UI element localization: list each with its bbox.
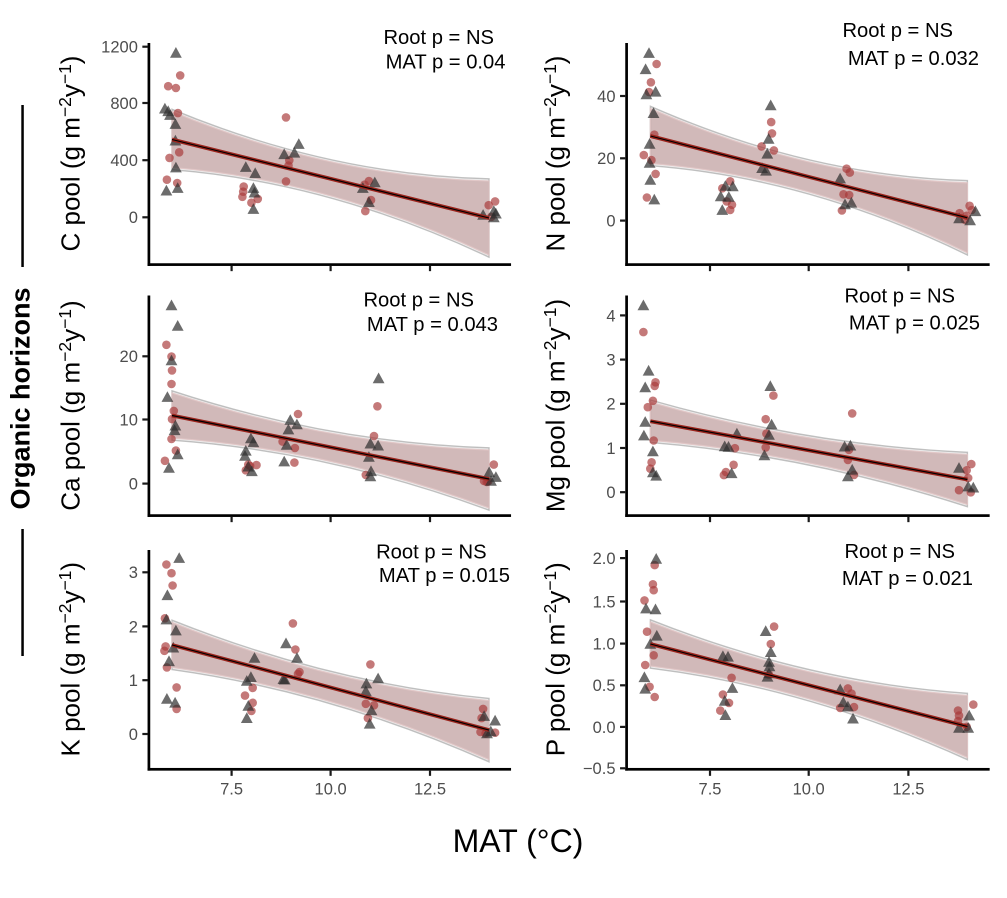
svg-text:3: 3: [129, 564, 138, 582]
svg-text:Root p = NS: Root p = NS: [842, 20, 953, 42]
svg-text:MAT p = 0.025: MAT p = 0.025: [849, 312, 980, 334]
svg-text:Root p = NS: Root p = NS: [844, 286, 955, 308]
svg-text:Mg pool (g m−2y−1): Mg pool (g m−2y−1): [540, 299, 571, 512]
svg-text:1.5: 1.5: [593, 593, 616, 611]
svg-text:Root p = NS: Root p = NS: [376, 542, 487, 564]
svg-text:20: 20: [597, 150, 615, 168]
svg-text:7.5: 7.5: [220, 781, 243, 799]
svg-text:4: 4: [606, 307, 615, 325]
svg-text:Root p = NS: Root p = NS: [844, 541, 955, 563]
svg-text:2: 2: [129, 618, 138, 636]
svg-text:12.5: 12.5: [892, 781, 924, 799]
svg-text:Root p = NS: Root p = NS: [363, 290, 474, 312]
svg-text:2.0: 2.0: [593, 550, 616, 568]
svg-text:0.0: 0.0: [593, 719, 616, 737]
svg-text:Root p = NS: Root p = NS: [383, 27, 494, 49]
svg-text:1.0: 1.0: [593, 636, 616, 654]
svg-text:12.5: 12.5: [414, 781, 446, 799]
svg-text:0: 0: [129, 726, 138, 744]
svg-text:800: 800: [110, 95, 138, 113]
svg-text:0.5: 0.5: [593, 677, 616, 695]
svg-text:2: 2: [606, 396, 615, 414]
svg-text:MAT p = 0.032: MAT p = 0.032: [848, 48, 979, 70]
svg-text:1: 1: [606, 440, 615, 458]
svg-text:K pool (g m−2y−1): K pool (g m−2y−1): [55, 562, 86, 757]
svg-text:40: 40: [597, 88, 615, 106]
svg-text:N pool (g m−2y−1): N pool (g m−2y−1): [540, 56, 571, 252]
svg-text:7.5: 7.5: [699, 781, 722, 799]
svg-text:C pool (g m−2y−1): C pool (g m−2y−1): [55, 56, 86, 252]
svg-text:−0.5: −0.5: [583, 760, 616, 778]
svg-text:MAT p = 0.04: MAT p = 0.04: [386, 52, 506, 74]
svg-text:MAT (°C): MAT (°C): [453, 823, 584, 859]
svg-text:1200: 1200: [101, 39, 138, 57]
svg-text:0: 0: [129, 476, 138, 494]
svg-text:MAT p = 0.043: MAT p = 0.043: [367, 314, 498, 336]
svg-text:Ca pool (g m−2y−1): Ca pool (g m−2y−1): [55, 300, 86, 510]
svg-text:MAT p = 0.021: MAT p = 0.021: [842, 568, 973, 590]
svg-text:0: 0: [129, 209, 138, 227]
svg-text:10: 10: [120, 411, 138, 429]
svg-text:0: 0: [606, 213, 615, 231]
svg-text:0: 0: [606, 484, 615, 502]
svg-text:20: 20: [120, 348, 138, 366]
svg-text:10.0: 10.0: [793, 781, 825, 799]
svg-text:3: 3: [606, 352, 615, 370]
svg-text:10.0: 10.0: [315, 781, 347, 799]
svg-text:1: 1: [129, 672, 138, 690]
svg-text:Organic horizons: Organic horizons: [6, 287, 36, 509]
svg-text:MAT p = 0.015: MAT p = 0.015: [379, 565, 510, 587]
svg-text:P pool (g m−2y−1): P pool (g m−2y−1): [540, 562, 571, 756]
svg-text:400: 400: [110, 152, 138, 170]
